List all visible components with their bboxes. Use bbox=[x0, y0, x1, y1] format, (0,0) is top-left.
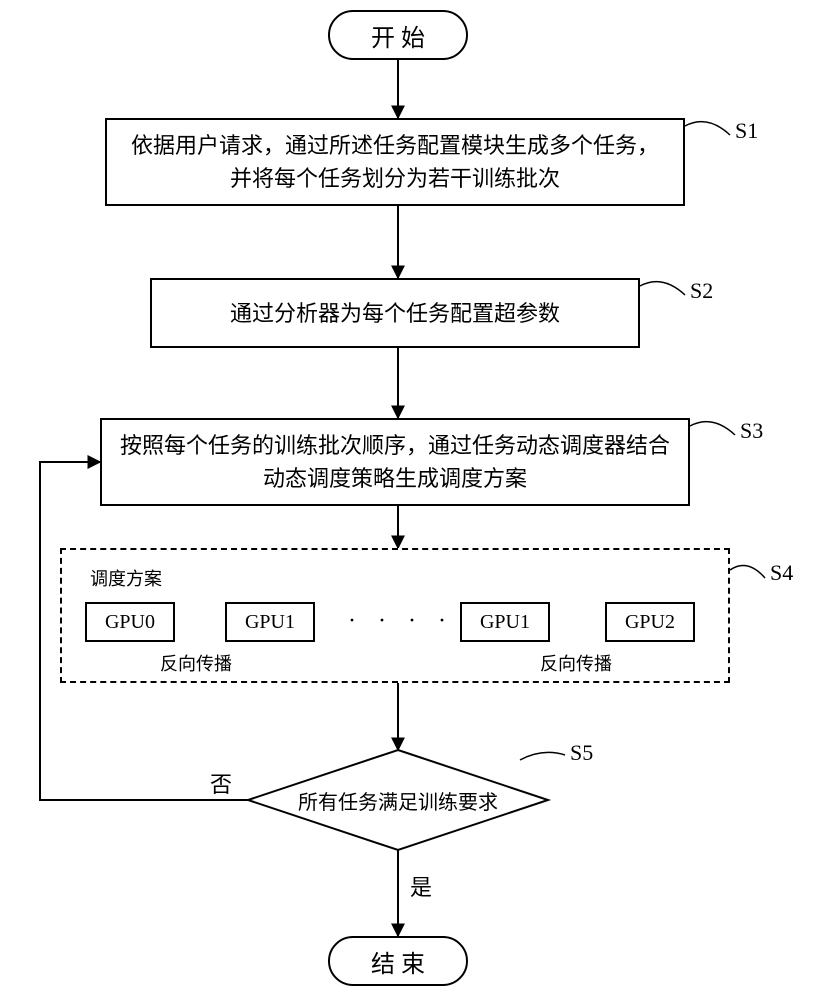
flowchart-canvas: 开 始 依据用户请求，通过所述任务配置模块生成多个任务，并将每个任务划分为若干训… bbox=[0, 0, 831, 1000]
gpu1a-label: GPU1 bbox=[245, 611, 295, 634]
step-s2-label: S2 bbox=[690, 278, 713, 304]
gpu1a-box: GPU1 bbox=[225, 602, 315, 642]
step-s1-label: S1 bbox=[735, 118, 758, 144]
gpu2-label: GPU2 bbox=[625, 611, 675, 634]
terminal-start-label: 开 始 bbox=[371, 18, 425, 53]
gpu1b-label: GPU1 bbox=[480, 611, 530, 634]
step-s5-text: 所有任务满足训练要求 bbox=[278, 780, 518, 820]
backprop-label-1: 反向传播 bbox=[160, 650, 232, 676]
terminal-end-label: 结 束 bbox=[371, 944, 425, 979]
step-s4-label: S4 bbox=[770, 560, 793, 586]
terminal-start: 开 始 bbox=[328, 10, 468, 60]
branch-no-label: 否 bbox=[210, 767, 232, 799]
step-s2-text: 通过分析器为每个任务配置超参数 bbox=[230, 297, 560, 330]
gpu2-box: GPU2 bbox=[605, 602, 695, 642]
step-s3-box: 按照每个任务的训练批次顺序，通过任务动态调度器结合动态调度策略生成调度方案 bbox=[100, 418, 690, 506]
step-s1-text: 依据用户请求，通过所述任务配置模块生成多个任务，并将每个任务划分为若干训练批次 bbox=[121, 129, 669, 195]
step-s3-text: 按照每个任务的训练批次顺序，通过任务动态调度器结合动态调度策略生成调度方案 bbox=[116, 429, 674, 495]
branch-yes-label: 是 bbox=[410, 870, 432, 902]
step-s5-label: S5 bbox=[570, 740, 593, 766]
terminal-end: 结 束 bbox=[328, 936, 468, 986]
step-s3-label: S3 bbox=[740, 418, 763, 444]
gpu-ellipsis: · · · · bbox=[348, 608, 454, 635]
gpu1b-box: GPU1 bbox=[460, 602, 550, 642]
gpu0-label: GPU0 bbox=[105, 611, 155, 634]
schedule-plan-label: 调度方案 bbox=[90, 565, 162, 591]
step-s1-box: 依据用户请求，通过所述任务配置模块生成多个任务，并将每个任务划分为若干训练批次 bbox=[105, 118, 685, 206]
step-s2-box: 通过分析器为每个任务配置超参数 bbox=[150, 278, 640, 348]
gpu0-box: GPU0 bbox=[85, 602, 175, 642]
backprop-label-2: 反向传播 bbox=[540, 650, 612, 676]
